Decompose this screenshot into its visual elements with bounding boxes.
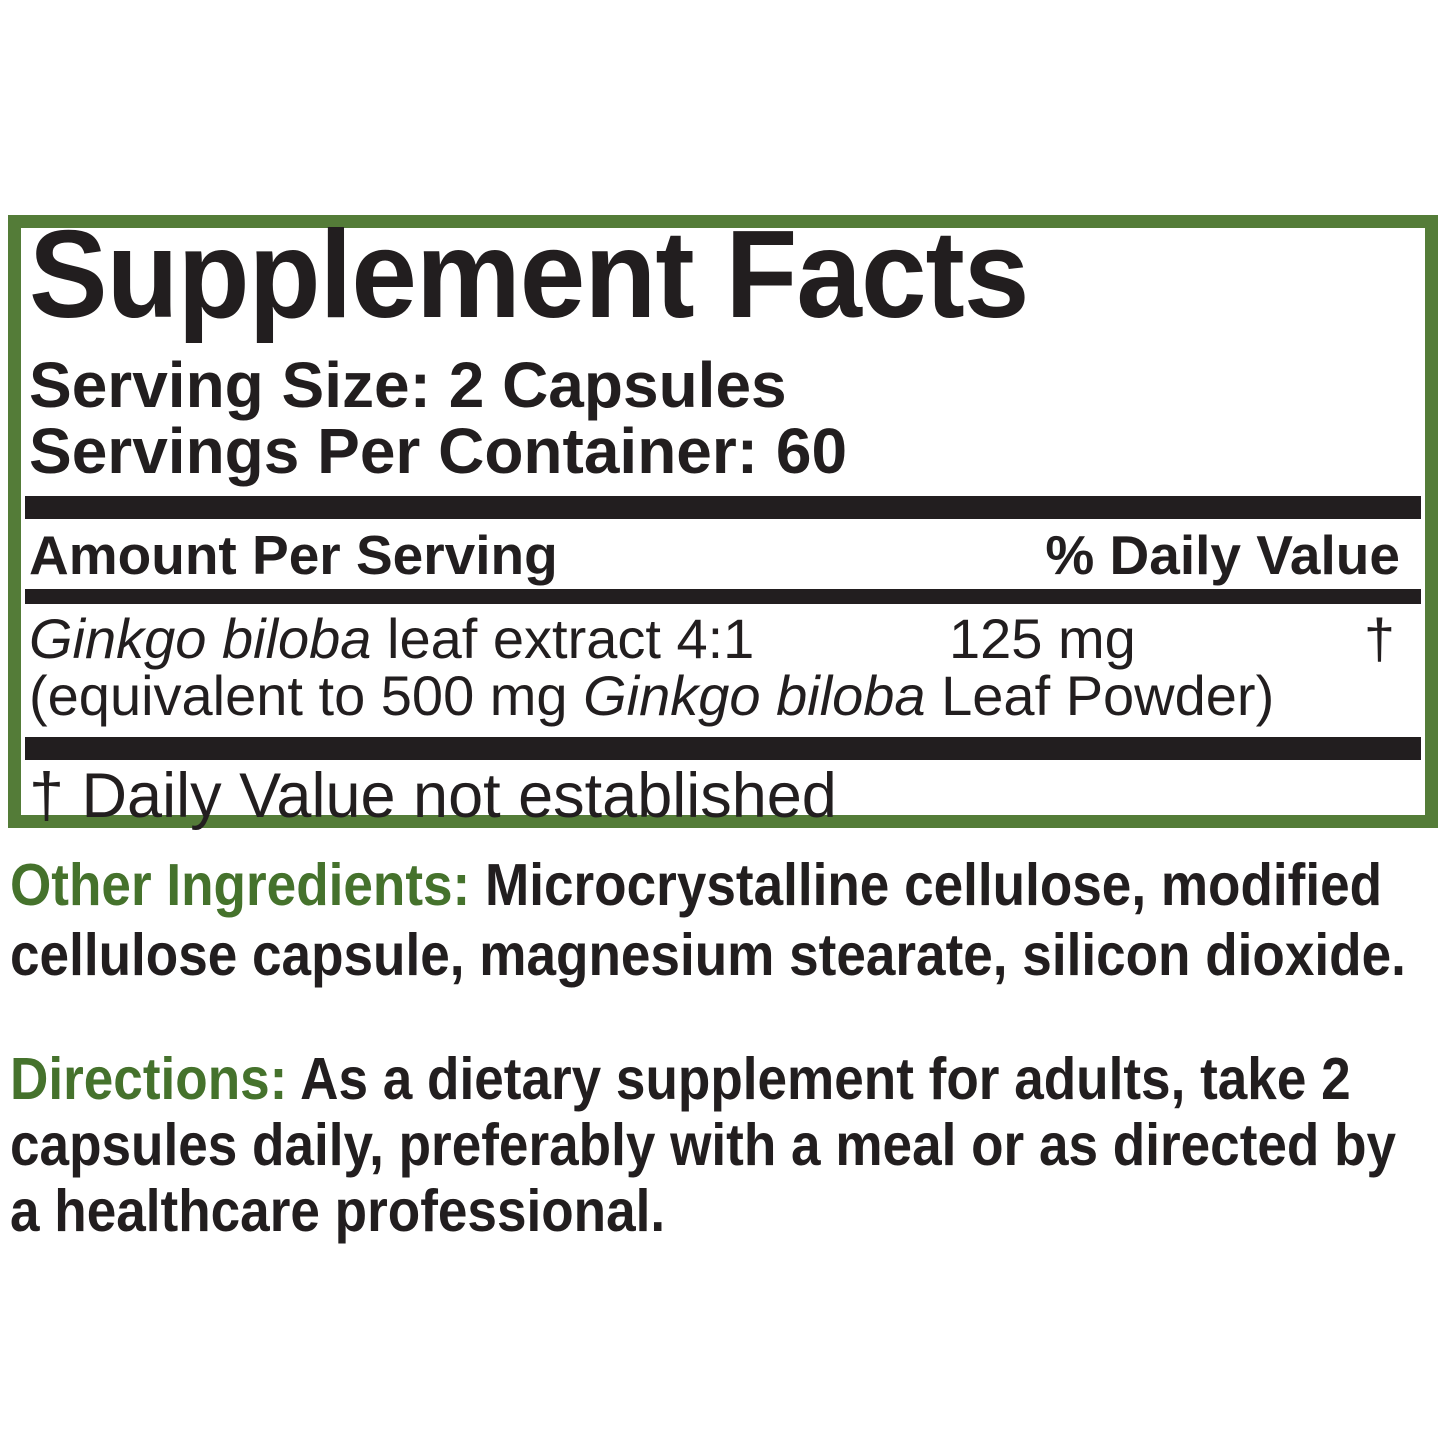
directions-line-1: Directions: As a dietary supplement for … xyxy=(10,1046,1351,1112)
serving-size: Serving Size: 2 Capsules xyxy=(29,349,787,421)
daily-value-footnote: † Daily Value not established xyxy=(29,761,837,831)
directions-line-3: a healthcare professional. xyxy=(10,1178,666,1244)
ingredient-amount: 125 mg xyxy=(949,607,1136,670)
directions-line-2: capsules daily, preferably with a meal o… xyxy=(10,1112,1397,1178)
panel-title: Supplement Facts xyxy=(29,206,1029,344)
ingredient-daily-value: † xyxy=(1363,607,1395,670)
divider-thick-top xyxy=(25,496,1421,519)
other-ingredients-line-1: Other Ingredients: Microcrystalline cell… xyxy=(10,852,1383,918)
divider-thin xyxy=(25,589,1421,604)
directions-label: Directions: xyxy=(10,1046,288,1112)
amount-per-serving-header: Amount Per Serving xyxy=(29,524,558,586)
other-ingredients-label: Other Ingredients: xyxy=(10,852,471,918)
supplement-facts-panel: Supplement Facts Serving Size: 2 Capsule… xyxy=(8,206,1438,831)
servings-per-container: Servings Per Container: 60 xyxy=(29,415,848,487)
other-ingredients-line-2: cellulose capsule, magnesium stearate, s… xyxy=(10,922,1406,988)
ingredient-name-line: Ginkgo biloba leaf extract 4:1 125 mg † xyxy=(29,610,1417,667)
daily-value-header: % Daily Value xyxy=(1045,524,1400,586)
ingredient-equivalent-line: (equivalent to 500 mg Ginkgo biloba Leaf… xyxy=(29,664,1275,727)
ingredient-name: Ginkgo biloba leaf extract 4:1 xyxy=(29,607,755,670)
ingredient-row: Ginkgo biloba leaf extract 4:1 125 mg † … xyxy=(21,610,1425,724)
column-header-row: Amount Per Serving % Daily Value xyxy=(21,521,1425,589)
other-ingredients-paragraph: Other Ingredients: Microcrystalline cell… xyxy=(10,850,1432,990)
divider-thick-bottom xyxy=(25,737,1421,760)
directions-paragraph: Directions: As a dietary supplement for … xyxy=(10,1046,1432,1244)
